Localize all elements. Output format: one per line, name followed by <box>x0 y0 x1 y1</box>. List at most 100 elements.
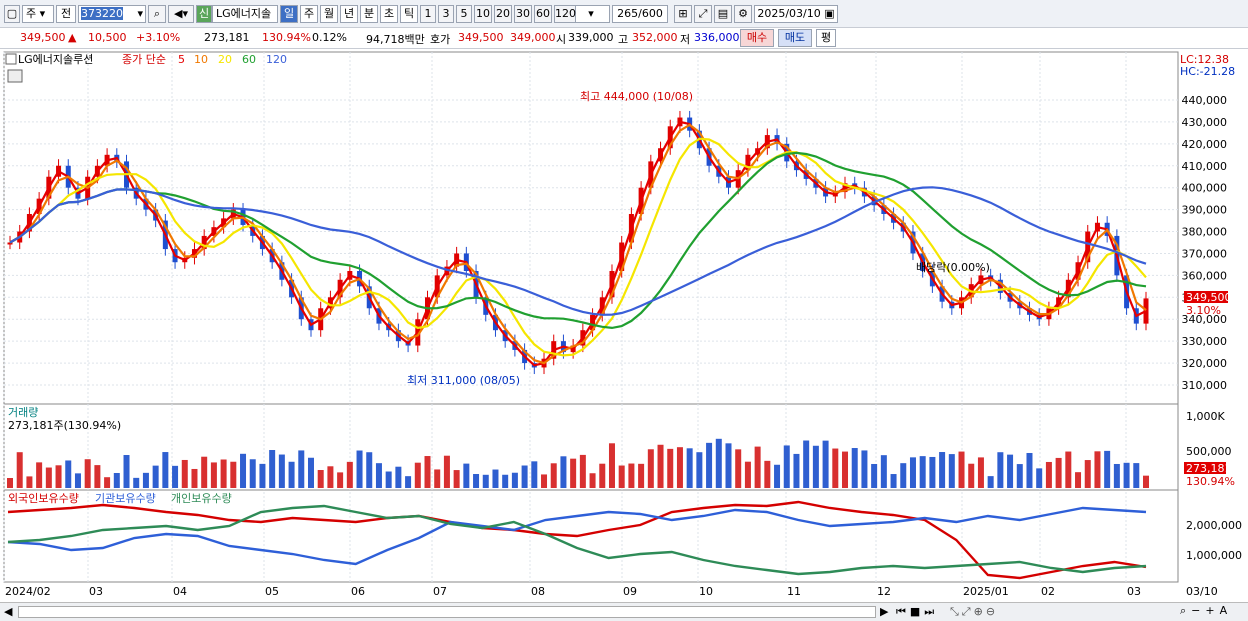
price-tick-label: 310,000 <box>1182 379 1228 392</box>
volume-bar <box>638 463 645 488</box>
volume-bar <box>997 452 1004 488</box>
volume-bar <box>599 463 606 488</box>
volume-bar <box>133 477 140 488</box>
volume-bar <box>405 476 412 488</box>
volume-bar <box>1036 468 1043 488</box>
playback-controls[interactable]: ⏮■⏭ <box>896 605 939 618</box>
interval-tab-1[interactable]: 1 <box>420 5 436 23</box>
price-tick-label: 330,000 <box>1182 335 1228 348</box>
volume-bar <box>104 477 111 488</box>
price-tick-label: 410,000 <box>1182 160 1228 173</box>
time-tick-label: 11 <box>787 585 801 598</box>
volume-title: 거래량 <box>8 406 38 419</box>
period-tab-4[interactable]: 분 <box>360 5 378 23</box>
volume-bar <box>822 440 829 488</box>
volume-bar <box>647 449 654 488</box>
price-chart[interactable]: 440,000 430,000 420,000 410,000 400,000 390,0… <box>0 50 1248 602</box>
period-tab-3[interactable]: 년 <box>340 5 358 23</box>
volume-bar <box>793 453 800 488</box>
scroll-left-icon[interactable]: ◀ <box>4 605 13 618</box>
volume-bar <box>725 443 732 488</box>
ma-line-120 <box>9 186 1147 316</box>
volume-bar <box>774 464 781 488</box>
chart-area[interactable]: 440,000 430,000 420,000 410,000 400,000 390,0… <box>0 50 1248 602</box>
count-field[interactable]: 265/600 <box>612 5 668 23</box>
interval-tab-30[interactable]: 30 <box>514 5 532 23</box>
volume-bar <box>191 468 198 488</box>
volume-bar <box>366 452 373 488</box>
low-label: 저 <box>680 33 691 46</box>
volume-bar <box>259 463 266 488</box>
volume-bar <box>608 443 615 488</box>
volume-tag-pct: 130.94% <box>1186 475 1235 488</box>
volume-bar <box>463 463 470 488</box>
volume-bar <box>26 476 33 488</box>
date-field[interactable]: 2025/03/10 ▣ <box>754 5 838 23</box>
time-tick-label: 07 <box>433 585 447 598</box>
period-tab-2[interactable]: 월 <box>320 5 338 23</box>
time-tick-label: 02 <box>1041 585 1055 598</box>
volume-bar <box>1026 452 1033 488</box>
interval-tab-3[interactable]: 3 <box>438 5 454 23</box>
price-tick-label: 370,000 <box>1182 247 1228 260</box>
chart-tool-icon[interactable]: ⤢ <box>694 5 712 23</box>
volume-bar <box>395 466 402 488</box>
price-tick-label: 360,000 <box>1182 269 1228 282</box>
chart-scrollbar[interactable]: ◀ ▶ ⏮■⏭ ⤡⤢⊕⊖ ⌕−+A <box>0 602 1248 621</box>
volume-bar <box>482 474 489 488</box>
volume-bar <box>977 457 984 488</box>
gear-icon[interactable]: ⚙ <box>734 5 752 23</box>
eval-button[interactable]: 평 <box>816 29 836 47</box>
scroll-right-icon[interactable]: ▶ <box>880 605 889 618</box>
volume-bar <box>667 448 674 488</box>
volume-bar <box>298 450 305 488</box>
volume-bar <box>550 463 557 488</box>
time-tick-label: 06 <box>351 585 365 598</box>
window-icon[interactable]: ▢ <box>4 5 20 23</box>
sell-button[interactable]: 매도 <box>778 29 812 47</box>
crosshair-icon[interactable]: ⊞ <box>674 5 692 23</box>
volume-bar <box>230 461 237 488</box>
buy-button[interactable]: 매수 <box>740 29 774 47</box>
interval-tab-10[interactable]: 10 <box>474 5 492 23</box>
volume-bar <box>958 451 965 488</box>
interval-tab-120[interactable]: 120 <box>554 5 576 23</box>
chart-tools-icon[interactable]: ⤡⤢⊕⊖ <box>950 605 999 618</box>
volume-value: 273,181 <box>204 31 250 44</box>
price-panel-frame <box>3 51 1179 405</box>
volume-bar <box>307 457 314 488</box>
low-annotation: 최저 311,000 (08/05) <box>407 374 520 387</box>
volume-bar <box>172 465 179 488</box>
price-change-pct: +3.10% <box>136 31 181 44</box>
save-icon[interactable]: ▤ <box>714 5 732 23</box>
period-tab-5[interactable]: 초 <box>380 5 398 23</box>
interval-tab-20[interactable]: 20 <box>494 5 512 23</box>
zoom-controls[interactable]: ⌕−+A <box>1180 604 1233 617</box>
speaker-icon[interactable]: ◀▾ <box>168 5 194 23</box>
type-select[interactable]: 주 ▾ <box>22 5 54 23</box>
prev-button[interactable]: 전 <box>56 5 76 23</box>
volume-bar <box>909 457 916 488</box>
interval-tab-5[interactable]: 5 <box>456 5 472 23</box>
volume-bar <box>502 474 509 488</box>
time-tick-label: 10 <box>699 585 713 598</box>
scroll-track[interactable] <box>18 606 876 618</box>
quote-label: 호가 <box>430 33 451 46</box>
volume-bar <box>1094 451 1101 488</box>
volume-bar <box>676 447 683 488</box>
interval-tab-60[interactable]: 60 <box>534 5 552 23</box>
volume-bar <box>269 450 276 488</box>
legend-box-icon <box>5 53 17 65</box>
search-icon[interactable]: ⌕ <box>148 5 166 23</box>
volume-bar <box>1016 464 1023 488</box>
volume-bar <box>210 462 217 488</box>
period-tab-6[interactable]: 틱 <box>400 5 418 23</box>
holdings-line-2 <box>7 504 1147 576</box>
period-tab-1[interactable]: 주 <box>300 5 318 23</box>
code-input[interactable]: 373220 ▾ <box>78 5 146 23</box>
interval-select[interactable]: ▾ <box>572 5 610 23</box>
period-tab-0[interactable]: 일 <box>280 5 298 23</box>
volume-bar <box>861 450 868 488</box>
volume-value-label: 273,181주(130.94%) <box>8 419 121 432</box>
volume-bar <box>851 448 858 488</box>
